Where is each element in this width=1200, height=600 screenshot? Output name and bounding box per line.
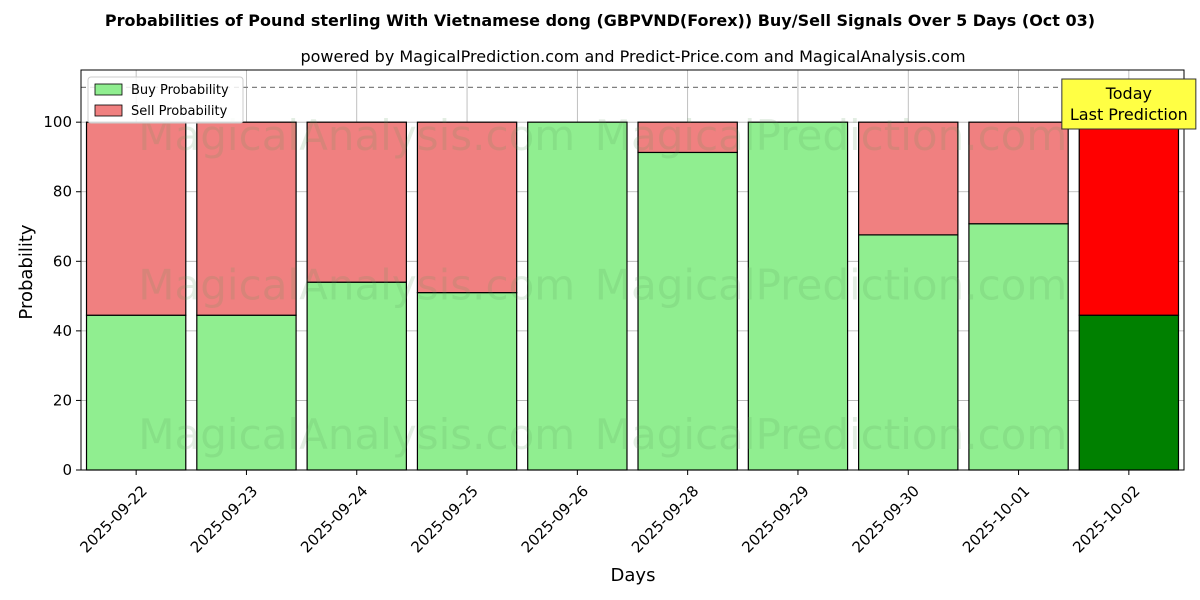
chart-subtitle: powered by MagicalPrediction.com and Pre… — [300, 47, 965, 66]
buy-bar — [747, 121, 849, 471]
y-tick-label: 80 — [53, 183, 72, 201]
today-annotation: Today Last Prediction — [1061, 78, 1197, 130]
sell-bar — [968, 121, 1069, 225]
buy-bar — [306, 281, 407, 471]
y-tick-label: 20 — [53, 391, 72, 409]
sell-bar — [858, 121, 959, 236]
y-axis-label: Probability — [16, 224, 37, 319]
buy-bar — [416, 292, 518, 471]
watermark-text: MagicalPrediction.com — [595, 111, 1068, 160]
x-tick-label: 2025-09-23 — [187, 482, 261, 556]
buy-bar — [85, 314, 187, 471]
legend: Buy Probability Sell Probability — [87, 76, 244, 124]
x-tick-label: 2025-10-01 — [959, 482, 1033, 556]
legend-swatch — [94, 83, 123, 96]
buy-bar — [858, 234, 959, 471]
buy-bar — [968, 223, 1069, 471]
x-tick-label: 2025-09-25 — [407, 482, 481, 556]
legend-label: Buy Probability — [131, 83, 229, 98]
watermark-text: MagicalPrediction.com — [595, 261, 1068, 310]
sell-bar — [196, 121, 297, 316]
x-tick-label: 2025-09-22 — [77, 482, 151, 556]
buy-bar — [637, 151, 738, 471]
sell-bar — [637, 121, 738, 154]
watermark-text: MagicalAnalysis.com — [138, 261, 575, 310]
sell-bar — [416, 121, 518, 294]
watermark-text: MagicalPrediction.com — [595, 410, 1068, 459]
annotation-text: Last Prediction — [1070, 105, 1188, 124]
chart-title: Probabilities of Pound sterling With Vie… — [105, 11, 1095, 30]
y-tick-label: 60 — [53, 252, 72, 270]
y-tick-label: 0 — [62, 461, 72, 479]
y-tick-label: 100 — [43, 113, 72, 131]
buy-bar — [527, 121, 628, 471]
buy-bar — [1078, 314, 1180, 471]
x-axis-label: Days — [611, 565, 656, 586]
y-tick-label: 40 — [53, 322, 72, 340]
sell-bar — [85, 121, 187, 316]
sell-bar — [306, 121, 407, 283]
x-tick-label: 2025-09-26 — [518, 482, 592, 556]
sell-bar — [1078, 121, 1180, 316]
x-tick-label: 2025-09-30 — [849, 482, 923, 556]
legend-box — [87, 76, 244, 124]
x-tick-label: 2025-09-28 — [628, 482, 702, 556]
x-tick-label: 2025-10-02 — [1069, 482, 1143, 556]
plot-frame — [80, 69, 1185, 471]
annotation-text: Today — [1105, 84, 1152, 103]
legend-swatch — [94, 104, 123, 117]
x-tick-label: 2025-09-29 — [738, 482, 812, 556]
x-tick-label: 2025-09-24 — [297, 482, 371, 556]
legend-label: Sell Probability — [131, 104, 228, 119]
watermark-text: MagicalAnalysis.com — [138, 410, 575, 459]
annotation-box — [1061, 78, 1197, 130]
